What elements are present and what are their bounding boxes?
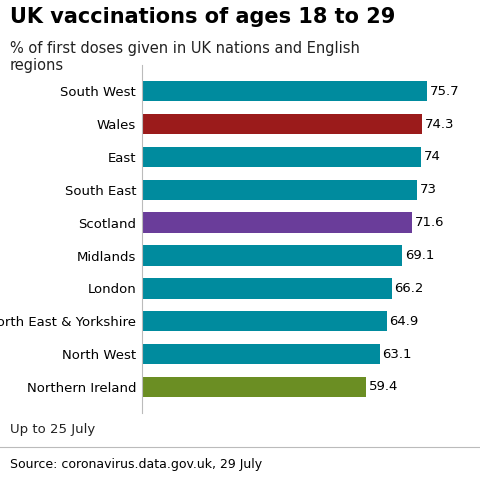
Bar (142, 114, 422, 134)
Text: 64.9: 64.9 (389, 315, 419, 328)
Text: 74.3: 74.3 (425, 117, 454, 130)
Bar (142, 213, 412, 233)
Bar (142, 180, 417, 200)
Bar (142, 245, 403, 266)
Text: 59.4: 59.4 (369, 381, 398, 394)
Text: 74: 74 (424, 150, 441, 163)
Text: BBC: BBC (416, 458, 448, 472)
Bar (142, 147, 421, 167)
Bar (142, 311, 386, 331)
Bar (142, 344, 380, 364)
Text: Up to 25 July: Up to 25 July (10, 423, 95, 436)
Text: 63.1: 63.1 (383, 348, 412, 361)
Text: Source: coronavirus.data.gov.uk, 29 July: Source: coronavirus.data.gov.uk, 29 July (10, 458, 262, 471)
Bar (142, 81, 427, 101)
Bar (142, 278, 392, 298)
Bar (142, 377, 366, 397)
Text: 69.1: 69.1 (405, 249, 434, 262)
Text: 75.7: 75.7 (430, 85, 460, 98)
Text: 73: 73 (420, 183, 437, 196)
Text: 66.2: 66.2 (394, 282, 423, 295)
Text: % of first doses given in UK nations and English
regions: % of first doses given in UK nations and… (10, 41, 360, 73)
Text: UK vaccinations of ages 18 to 29: UK vaccinations of ages 18 to 29 (10, 7, 395, 27)
Text: 71.6: 71.6 (415, 216, 444, 229)
